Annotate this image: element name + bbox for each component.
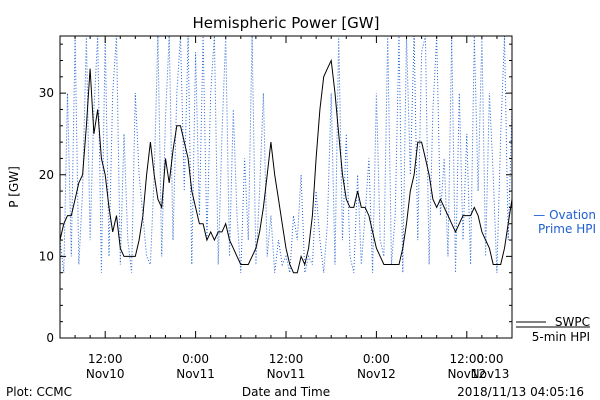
x-tick-date-4: Nov12 (447, 367, 486, 381)
y-tick-label-0: 0 (46, 331, 54, 345)
x-tick-date-1: Nov11 (176, 367, 215, 381)
x-tick-time-1: 0:00 (182, 352, 209, 366)
legend-swpc-line2: 5-min HPI (532, 330, 590, 344)
x-tick-date-0: Nov10 (86, 367, 125, 381)
x-axis-label: Date and Time (242, 385, 330, 399)
x-tick-date-3: Nov12 (357, 367, 396, 381)
y-axis-label: P [GW] (7, 166, 21, 208)
y-axis: 0 10 20 30 (39, 43, 512, 345)
x-axis: 12:00Nov100:00Nov1112:00Nov110:00Nov1212… (59, 36, 513, 381)
ovation-prime-series (59, 35, 513, 273)
x-tick-time-5: 0:00 (477, 352, 504, 366)
footer-timestamp: 2018/11/13 04:05:16 (457, 385, 584, 399)
x-tick-time-2: 12:00 (269, 352, 304, 366)
legend-swpc: SWPC 5-min HPI (516, 315, 590, 344)
series-line-0 (59, 35, 513, 273)
plot-frame (59, 35, 513, 339)
y-tick-label-1: 10 (39, 249, 54, 263)
legend-ovation-line1: — Ovation (533, 208, 596, 222)
legend-swpc-line1: SWPC (555, 315, 590, 329)
y-tick-label-2: 20 (39, 168, 54, 182)
swpc-series (59, 58, 513, 274)
x-tick-date-5: Nov13 (471, 367, 510, 381)
x-tick-date-2: Nov11 (267, 367, 306, 381)
x-tick-time-0: 12:00 (88, 352, 123, 366)
series-line-1 (59, 58, 513, 274)
legend-ovation-line2: Prime HPI (538, 222, 596, 236)
legend-ovation: — Ovation Prime HPI (533, 208, 596, 236)
x-tick-time-4: 12:00 (450, 352, 485, 366)
chart-title: Hemispheric Power [GW] (193, 14, 380, 32)
x-tick-time-3: 0:00 (363, 352, 390, 366)
footer-plot-credit: Plot: CCMC (6, 385, 72, 399)
y-tick-label-3: 30 (39, 86, 54, 100)
